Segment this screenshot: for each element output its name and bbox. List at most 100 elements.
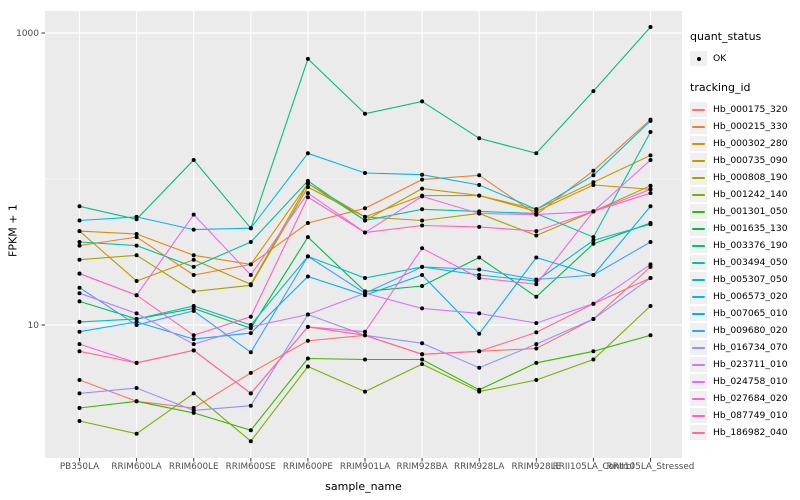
- data-point: [305, 185, 310, 190]
- data-point: [477, 311, 482, 316]
- legend-item-Hb_001242_140: Hb_001242_140: [690, 186, 800, 203]
- line-swatch-icon: [690, 391, 707, 406]
- data-point: [305, 151, 310, 156]
- data-point: [477, 365, 482, 370]
- data-point: [191, 391, 196, 396]
- legend-item-ok: OK: [690, 50, 800, 67]
- line-swatch-icon: [690, 119, 707, 134]
- data-point: [648, 118, 653, 123]
- legend-item-Hb_000808_190: Hb_000808_190: [690, 169, 800, 186]
- data-point: [305, 356, 310, 361]
- point-marker-icon: [690, 51, 707, 66]
- x-tick-label: RRIM928LA: [454, 462, 504, 472]
- legend-label: Hb_016734_070: [713, 342, 788, 353]
- data-point: [248, 314, 253, 319]
- data-point: [420, 306, 425, 311]
- data-point: [534, 277, 539, 282]
- data-point: [134, 253, 139, 258]
- y-axis-title: FPKM + 1: [6, 204, 20, 257]
- data-point: [305, 178, 310, 183]
- data-point: [305, 221, 310, 225]
- x-tick-label: RRII105LA_Control: [553, 462, 635, 472]
- data-point: [591, 273, 596, 277]
- data-point: [248, 391, 253, 396]
- data-point: [477, 136, 482, 141]
- data-point: [477, 276, 482, 280]
- data-point: [420, 99, 425, 104]
- data-point: [420, 284, 425, 288]
- axis-ticks: [41, 32, 651, 462]
- data-point: [534, 212, 539, 217]
- legend-label: Hb_003494_050: [713, 257, 788, 268]
- legend-item-Hb_009680_020: Hb_009680_020: [690, 322, 800, 339]
- data-point: [477, 331, 482, 336]
- data-point: [648, 187, 653, 192]
- data-point: [534, 330, 539, 335]
- data-point: [191, 158, 196, 162]
- legend-item-Hb_003494_050: Hb_003494_050: [690, 254, 800, 271]
- data-point: [648, 304, 653, 308]
- data-point: [591, 173, 596, 178]
- data-point: [191, 337, 196, 342]
- data-point: [477, 211, 482, 216]
- legend-label: Hb_027684_020: [713, 393, 788, 404]
- data-point: [191, 264, 196, 269]
- data-point: [534, 294, 539, 299]
- legend-title-tracking-id: tracking_id: [690, 81, 751, 94]
- data-point: [191, 408, 196, 413]
- data-point: [77, 419, 82, 423]
- data-point: [477, 387, 482, 392]
- data-point: [134, 232, 139, 236]
- data-point: [420, 207, 425, 212]
- data-point: [134, 317, 139, 321]
- data-point: [305, 195, 310, 200]
- data-point: [191, 253, 196, 258]
- legend-label-ok: OK: [713, 53, 727, 64]
- line-swatch-icon: [690, 170, 707, 185]
- data-point: [191, 333, 196, 338]
- line-swatch-icon: [690, 255, 707, 270]
- data-point: [534, 207, 539, 212]
- data-point: [534, 321, 539, 326]
- data-point: [305, 274, 310, 279]
- data-point: [77, 218, 82, 223]
- data-point: [534, 342, 539, 347]
- legend-item-Hb_000175_320: Hb_000175_320: [690, 101, 800, 118]
- data-point: [77, 257, 82, 262]
- data-point: [134, 235, 139, 240]
- data-point: [77, 406, 82, 410]
- line-swatch-icon: [690, 374, 707, 389]
- data-point: [77, 299, 82, 304]
- data-point: [191, 227, 196, 232]
- x-tick-label: RRIM600PE: [283, 462, 333, 472]
- data-point: [648, 222, 653, 227]
- legend-label: Hb_000735_090: [713, 155, 788, 166]
- data-point: [477, 193, 482, 198]
- data-point: [134, 431, 139, 436]
- line-swatch-icon: [690, 289, 707, 304]
- data-point: [420, 194, 425, 199]
- data-point: [77, 329, 82, 334]
- data-point: [191, 289, 196, 294]
- data-point: [420, 186, 425, 191]
- data-point: [648, 191, 653, 196]
- data-point: [77, 291, 82, 296]
- line-swatch-icon: [690, 408, 707, 423]
- legend-label: Hb_009680_020: [713, 325, 788, 336]
- data-point: [591, 209, 596, 214]
- legend-item-Hb_005307_050: Hb_005307_050: [690, 271, 800, 288]
- y-tick-labels: 10 1000: [16, 29, 39, 331]
- y-tick-label: 1000: [16, 29, 39, 39]
- data-point: [363, 333, 367, 338]
- data-point: [191, 257, 196, 262]
- line-swatch-icon: [690, 238, 707, 253]
- x-tick-label: RRIM600SE: [226, 462, 276, 472]
- legend-item-Hb_023711_010: Hb_023711_010: [690, 356, 800, 373]
- line-swatch-icon: [690, 425, 707, 440]
- data-point: [248, 439, 253, 444]
- legend-item-Hb_007065_010: Hb_007065_010: [690, 305, 800, 322]
- data-point: [77, 319, 82, 324]
- legend-label: Hb_006573_020: [713, 291, 788, 302]
- data-point: [248, 226, 253, 231]
